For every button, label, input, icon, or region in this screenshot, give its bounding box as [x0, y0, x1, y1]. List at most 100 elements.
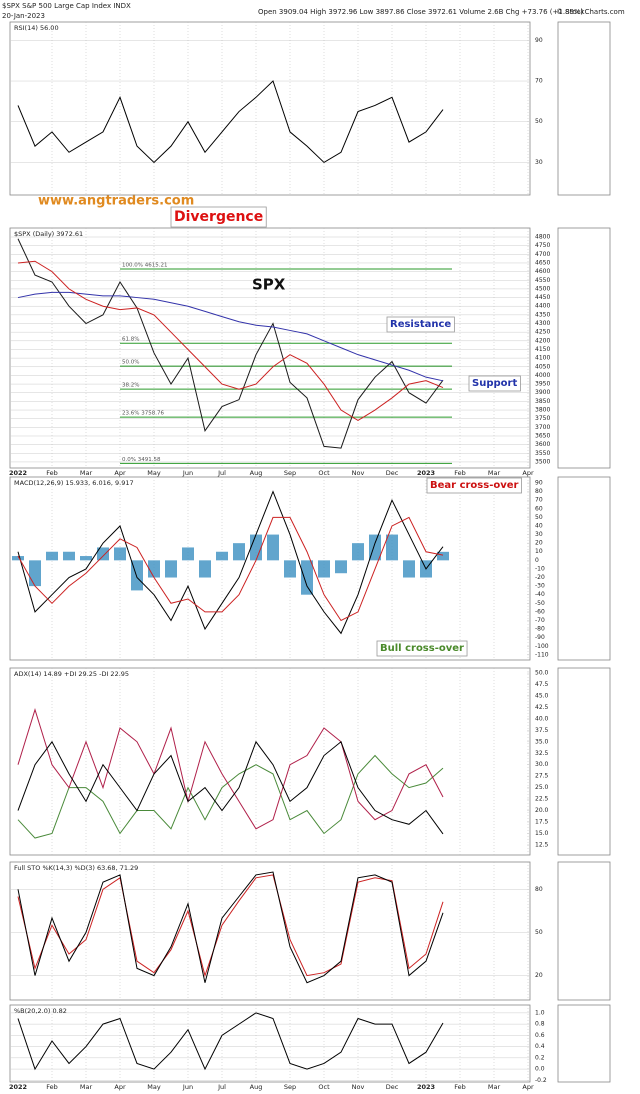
y-tick-label: 70: [535, 78, 543, 85]
annotation-box: [376, 640, 468, 657]
y-tick-label: 30: [535, 531, 543, 538]
x-tick-label: May: [147, 1083, 161, 1091]
y-tick-label: 3600: [535, 441, 550, 448]
panel-frame: [9, 476, 531, 661]
y-tick-label: -50: [535, 600, 545, 607]
panel-title: %B(20,2.0) 0.82: [14, 1007, 67, 1015]
y-tick-label: 4200: [535, 337, 550, 344]
series-line: [17, 490, 444, 635]
histogram-bar: [267, 534, 279, 561]
series-line: [17, 291, 444, 382]
y-tick-label: -10: [535, 565, 545, 572]
histogram-bar: [12, 556, 24, 561]
y-tick-label: 0.6: [535, 1032, 545, 1039]
y-tick-label: -40: [535, 591, 545, 598]
panel-title: Full STO %K(14,3) %D(3) 63.68, 71.29: [14, 864, 138, 872]
panel-frame: [9, 227, 531, 469]
y-tick-label: -0.2: [535, 1077, 547, 1084]
panel-title: MACD(12,26,9) 15.933, 6.016, 9.917: [14, 479, 134, 487]
x-tick-label: Dec: [386, 1083, 399, 1091]
x-tick-label: Nov: [352, 1083, 365, 1091]
x-tick-label: Mar: [80, 1083, 93, 1091]
x-tick-label: Mar: [488, 469, 501, 477]
y-tick-label: 47.5: [535, 681, 549, 688]
y-tick-label: 4400: [535, 303, 550, 310]
y-tick-label: 4050: [535, 363, 550, 370]
x-tick-label: Feb: [46, 1083, 58, 1091]
series-line: [17, 754, 444, 839]
histogram-bar: [80, 556, 92, 561]
x-tick-label: Aug: [250, 1083, 263, 1091]
y-tick-label: -30: [535, 583, 545, 590]
y-tick-label: 4350: [535, 311, 550, 318]
x-tick-label: Apr: [522, 469, 534, 477]
x-tick-label: Sep: [284, 1083, 296, 1091]
y-tick-label: 35.0: [535, 738, 549, 745]
mini-frame: [557, 667, 611, 856]
y-tick-label: -20: [535, 574, 545, 581]
x-tick-label: 2022: [9, 1083, 27, 1091]
y-tick-label: 4100: [535, 355, 550, 362]
y-tick-label: 3500: [535, 458, 550, 465]
histogram-bar: [386, 534, 398, 561]
y-tick-label: 80: [535, 886, 543, 893]
histogram-bar: [199, 560, 211, 578]
y-tick-label: 4750: [535, 242, 550, 249]
quote: Open 3909.04 High 3972.96 Low 3897.86 Cl…: [258, 8, 584, 16]
y-tick-label: 20: [535, 972, 543, 979]
histogram-bar: [352, 543, 364, 561]
histogram-bar: [182, 547, 194, 561]
annotation: Divergence: [174, 209, 263, 225]
fib-label: 0.0% 3491.58: [122, 457, 161, 463]
panel-frame: [9, 667, 531, 856]
histogram-bar: [301, 560, 313, 595]
y-tick-label: 17.5: [535, 819, 549, 826]
y-tick-label: 4300: [535, 320, 550, 327]
annotation-box: [386, 316, 455, 333]
y-tick-label: 3650: [535, 432, 550, 439]
series-line: [17, 871, 444, 984]
histogram-bar: [216, 551, 228, 561]
x-tick-label: Apr: [114, 469, 126, 477]
y-tick-label: 70: [535, 497, 543, 504]
y-tick-label: 30: [535, 159, 543, 166]
histogram-bar: [318, 560, 330, 578]
x-tick-label: Mar: [488, 1083, 501, 1091]
histogram-bar: [63, 551, 75, 561]
histogram-bar: [233, 543, 245, 561]
y-tick-label: -60: [535, 608, 545, 615]
series-line: [17, 260, 444, 422]
fib-label: 100.0% 4615.21: [122, 262, 167, 268]
x-tick-label: Feb: [454, 469, 466, 477]
y-tick-label: 40: [535, 522, 543, 529]
x-tick-label: 2023: [417, 1083, 435, 1091]
y-tick-label: 90: [535, 480, 543, 487]
y-tick-label: 3950: [535, 381, 550, 388]
histogram-bar: [250, 534, 262, 561]
y-tick-label: 0.0: [535, 1066, 545, 1073]
y-tick-label: 0.8: [535, 1021, 545, 1028]
x-tick-label: Oct: [318, 1083, 330, 1091]
site: www.angtraders.com: [38, 194, 194, 209]
fib-label: 23.6% 3758.76: [122, 411, 164, 417]
panel-frame: [9, 1004, 531, 1083]
histogram-bar: [97, 547, 109, 561]
y-tick-label: 27.5: [535, 773, 549, 780]
x-tick-label: Oct: [318, 469, 330, 477]
annotation: SPX: [252, 276, 286, 294]
histogram-bar: [369, 534, 381, 561]
y-tick-label: 3900: [535, 389, 550, 396]
y-tick-label: 4150: [535, 346, 550, 353]
y-tick-label: -70: [535, 617, 545, 624]
x-tick-label: Feb: [46, 469, 58, 477]
y-tick-label: 3750: [535, 415, 550, 422]
y-tick-label: 4250: [535, 329, 550, 336]
y-tick-label: 50.0: [535, 670, 549, 677]
annotation: Bear cross-over: [430, 480, 519, 491]
y-tick-label: 4500: [535, 285, 550, 292]
x-tick-label: Jul: [217, 1083, 226, 1091]
y-tick-label: 10: [535, 548, 543, 555]
histogram-bar: [114, 547, 126, 561]
y-tick-label: 4700: [535, 251, 550, 258]
annotation-box: [468, 375, 521, 392]
